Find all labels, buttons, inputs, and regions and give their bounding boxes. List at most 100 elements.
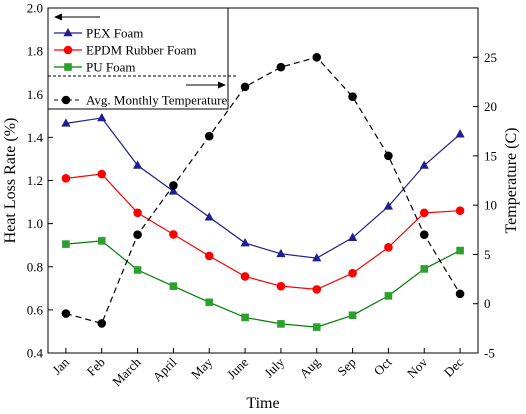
triangle-marker: [132, 160, 143, 169]
circle-marker: [97, 319, 107, 328]
circle-marker: [276, 62, 286, 72]
series-3: [61, 52, 465, 328]
circle-marker: [312, 285, 322, 294]
y-tick-label: 0.8: [27, 259, 43, 274]
circle-marker: [133, 208, 142, 218]
triangle-marker: [168, 186, 179, 195]
y-tick-label: 1.4: [27, 130, 44, 145]
y2-tick-label: 10: [484, 198, 497, 213]
series-2: [62, 237, 464, 331]
triangle-marker: [419, 160, 429, 169]
x-tick-label: Sep: [334, 355, 358, 379]
series-0: [61, 112, 465, 262]
y2-tick-label: -5: [484, 346, 495, 361]
triangle-marker: [347, 232, 358, 241]
y-tick-label: 0.6: [27, 302, 44, 317]
circle-marker: [419, 208, 429, 218]
square-marker: [348, 311, 357, 320]
series-line: [65, 240, 461, 328]
y-tick-label: 1.2: [27, 173, 43, 188]
x-tick-label: July: [261, 354, 287, 380]
y2-tick-label: 20: [484, 99, 497, 114]
circle-marker: [61, 174, 71, 183]
series-1: [61, 169, 465, 294]
legend-left-arrowhead-icon: [54, 13, 62, 21]
x-tick-label: Dec: [441, 354, 467, 380]
circle-marker: [240, 272, 250, 281]
triangle-marker: [97, 112, 107, 122]
y-tick-label: 0.4: [27, 346, 44, 361]
triangle-marker: [63, 28, 73, 37]
triangle-marker: [455, 129, 465, 138]
circle-marker: [63, 45, 73, 55]
square-marker: [64, 63, 72, 71]
triangle-marker: [312, 253, 322, 262]
x-tick-label: Feb: [83, 355, 107, 379]
circle-marker: [61, 95, 71, 105]
square-marker: [62, 240, 70, 248]
x-tick-label: Oct: [371, 354, 395, 378]
circle-marker: [240, 82, 250, 92]
series-line: [65, 117, 461, 259]
y2-tick-label: 5: [484, 247, 491, 262]
square-marker: [277, 320, 285, 328]
square-marker: [312, 323, 321, 331]
series-layer: [61, 52, 465, 331]
y-tick-label: 2.0: [27, 1, 43, 16]
circle-marker: [97, 169, 107, 179]
y-tick-label: 1.0: [27, 216, 43, 231]
x-tick-label: Aug: [296, 354, 323, 381]
legend-label: PU Foam: [86, 60, 135, 75]
circle-marker: [348, 92, 357, 102]
legend-box: [47, 7, 229, 110]
series-line: [65, 173, 461, 291]
circle-marker: [276, 281, 286, 291]
circle-marker: [204, 131, 214, 141]
circle-marker: [348, 268, 357, 278]
legend-label: Avg. Monthly Temperature: [86, 93, 227, 108]
series-line: [65, 56, 461, 325]
x-tick-label: May: [188, 354, 216, 382]
triangle-marker: [204, 212, 214, 221]
triangle-marker: [61, 118, 71, 127]
circle-marker: [169, 230, 178, 239]
y2-axis-title: Temperature (C): [503, 128, 520, 234]
square-marker: [133, 266, 142, 274]
circle-marker: [204, 251, 214, 261]
circle-marker: [61, 309, 71, 318]
x-axis-title: Time: [246, 395, 279, 412]
legend-label: PEX Foam: [86, 26, 143, 41]
legend-right-arrowhead-icon: [218, 81, 226, 89]
y-tick-label: 1.6: [27, 87, 44, 102]
square-marker: [205, 298, 214, 307]
circle-marker: [384, 243, 393, 252]
y2-tick-label: 15: [484, 148, 497, 163]
triangle-marker: [240, 238, 250, 247]
circle-marker: [312, 52, 322, 62]
x-tick-label: Jan: [49, 354, 72, 377]
square-marker: [241, 313, 249, 322]
square-marker: [169, 282, 178, 290]
square-marker: [97, 237, 106, 245]
x-tick-label: Nov: [404, 354, 431, 381]
y-axis-title: Heat Loss Rate (%): [2, 118, 19, 244]
x-tick-label: April: [150, 354, 180, 384]
circle-marker: [384, 151, 393, 161]
circle-marker: [419, 230, 429, 240]
circle-marker: [455, 289, 465, 299]
circle-marker: [455, 206, 465, 215]
square-marker: [456, 246, 464, 255]
y2-tick-label: 0: [484, 296, 491, 311]
circle-marker: [133, 230, 142, 240]
square-marker: [420, 265, 429, 273]
y2-tick-label: 25: [484, 50, 497, 65]
circle-marker: [169, 181, 178, 190]
triangle-marker: [276, 248, 286, 258]
x-tick-label: June: [224, 354, 252, 382]
x-tick-label: March: [109, 354, 144, 389]
legend: PEX Foam EPDM Rubber Foam PU Foam Avg. Mont…: [47, 7, 236, 110]
square-marker: [384, 292, 393, 300]
legend-label: EPDM Rubber Foam: [86, 43, 197, 58]
triangle-marker: [383, 201, 394, 210]
